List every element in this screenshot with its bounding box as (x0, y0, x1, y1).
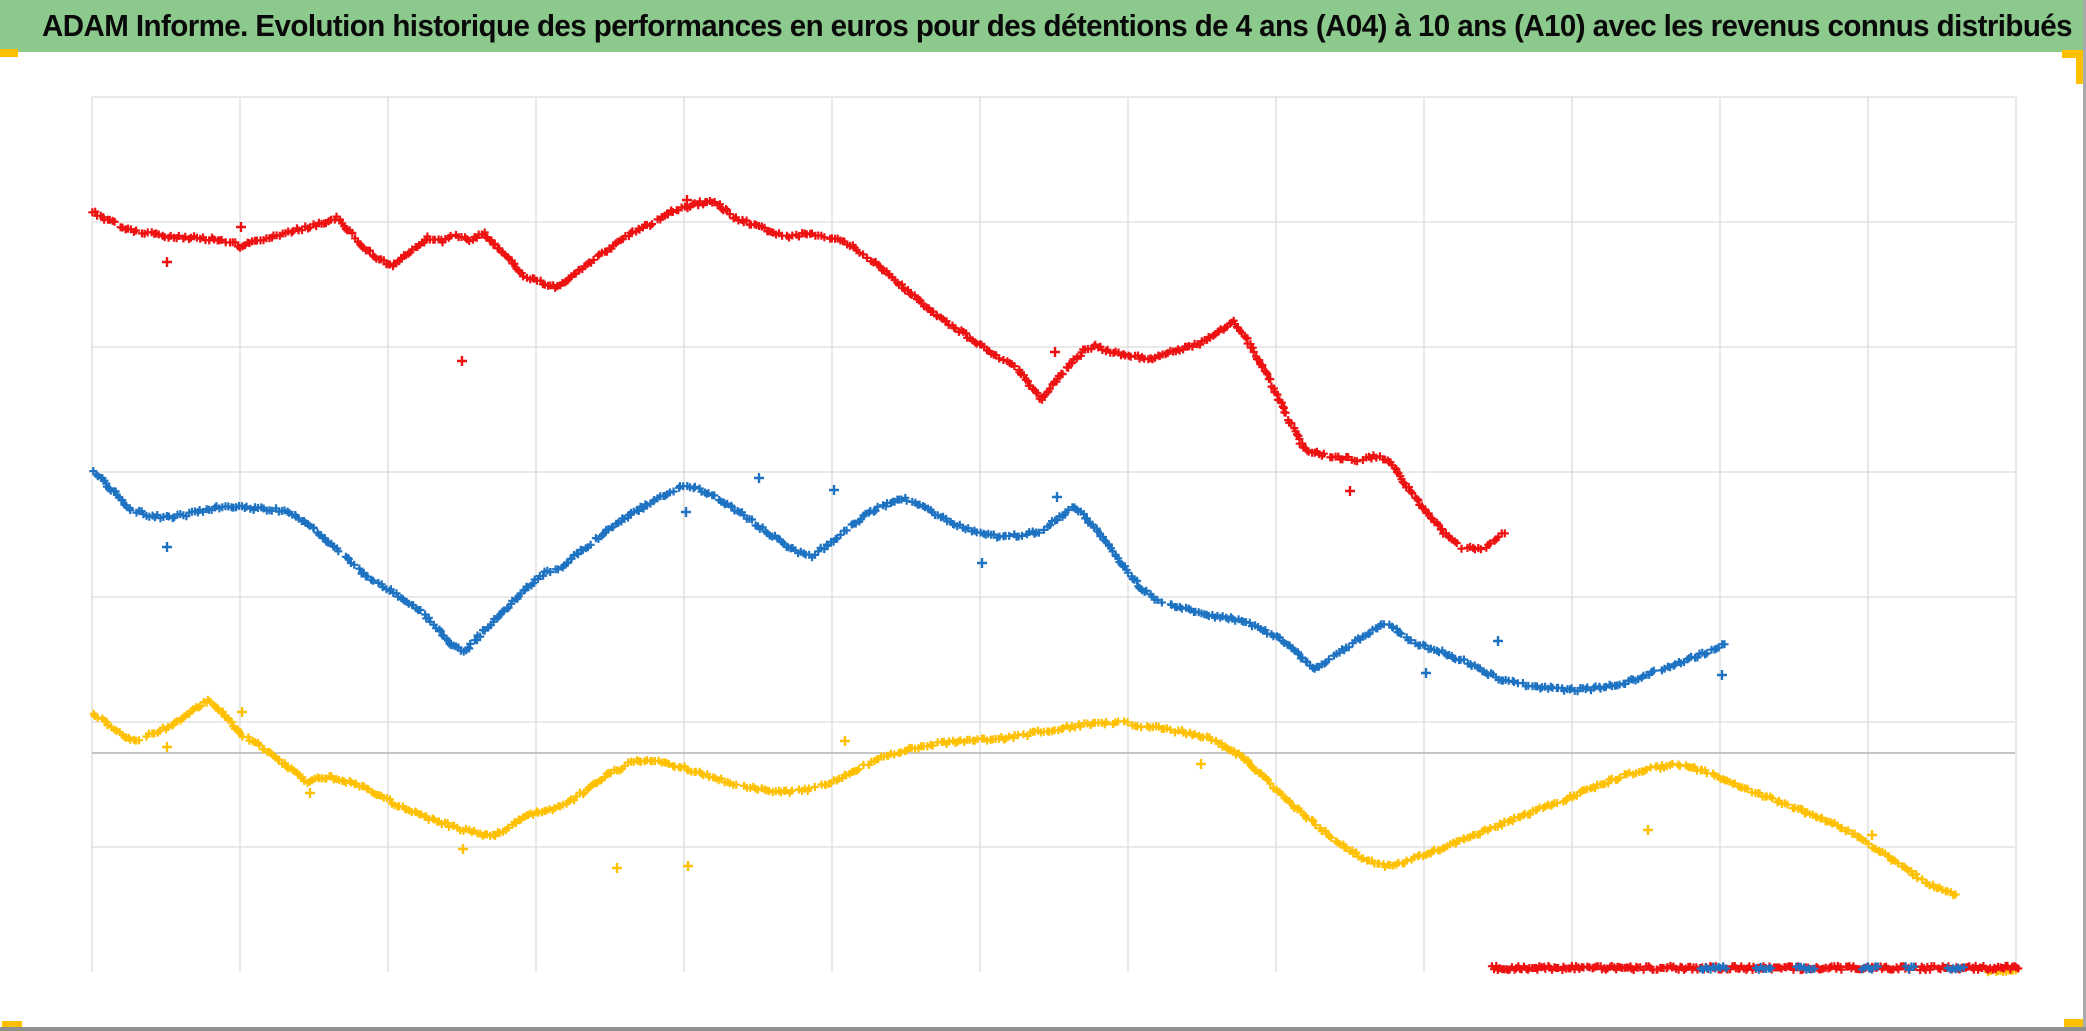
flat-bottom-cluster[interactable] (1487, 961, 2023, 977)
series-yellow-bottom[interactable] (89, 695, 1960, 900)
series-blue-middle-markers (89, 467, 1729, 696)
chart-title: ADAM Informe. Evolution historique des p… (42, 8, 2073, 43)
flat-cluster-blue-markers (1696, 962, 1968, 974)
window-border-bottom (0, 1027, 2086, 1031)
selection-handle-top-right[interactable] (2062, 50, 2083, 58)
series-yellow-bottom-markers (89, 695, 1960, 900)
series-red-top[interactable] (88, 195, 1509, 554)
series-yellow-bottom-outlier-markers (162, 707, 1877, 873)
selection-handle-top-left[interactable] (0, 49, 18, 57)
window-border-right (2083, 0, 2086, 1031)
selection-handle-bottom-left[interactable] (2, 1021, 22, 1029)
selection-handle-bottom-right[interactable] (2064, 1019, 2084, 1029)
selection-handle-top-right-stub[interactable] (2076, 50, 2084, 84)
series-red-top-outlier-markers (162, 195, 1355, 496)
series-blue-middle-outlier-markers (162, 473, 1727, 680)
chart-gridlines (91, 96, 2017, 972)
chart-title-bar: ADAM Informe. Evolution historique des p… (0, 0, 2083, 52)
series-red-top-markers (88, 197, 1509, 554)
series-blue-middle[interactable] (89, 467, 1729, 696)
